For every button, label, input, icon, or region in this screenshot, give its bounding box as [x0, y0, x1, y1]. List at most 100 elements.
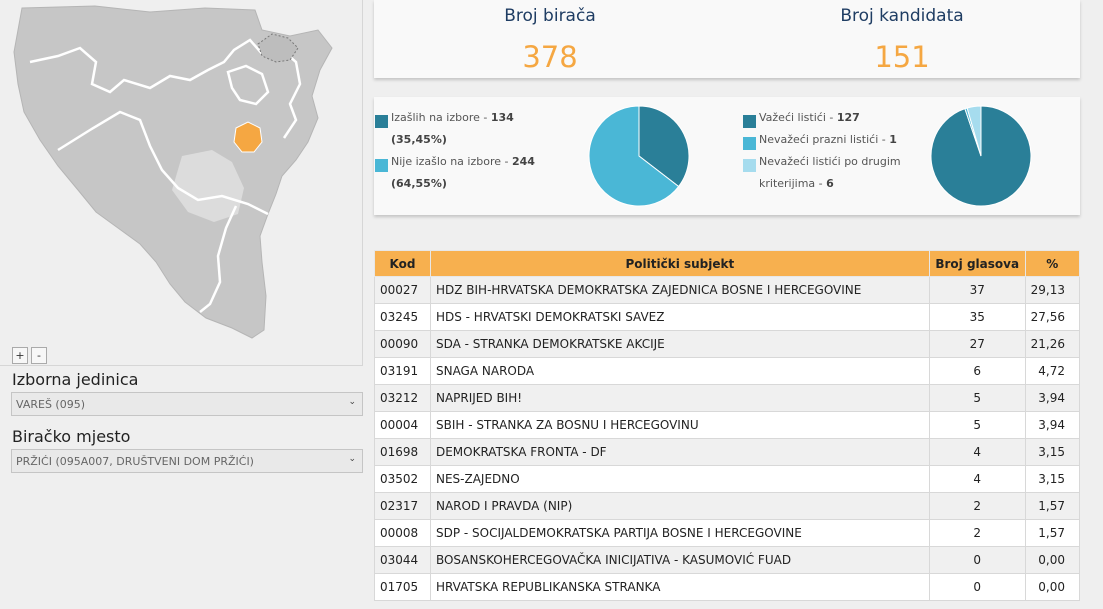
place-select-value: PRŽIĆI (095A007, DRUŠTVENI DOM PRŽIĆI) — [16, 455, 254, 468]
turnout-legend-item: Nije izašlo na izbore - 244 (64,55%) — [375, 151, 545, 195]
ballots-legend: Važeći listići - 127 Nevažeći prazni lis… — [743, 107, 923, 195]
cell-code: 03212 — [374, 384, 431, 412]
unit-select[interactable]: VAREŠ (095) ⌄ — [11, 392, 363, 416]
table-row[interactable]: 03044 BOSANSKOHERCEGOVAČKA INICIJATIVA - … — [374, 546, 1081, 574]
table-row[interactable]: 00090 SDA - STRANKA DEMOKRATSKE AKCIJE 27 2… — [374, 330, 1081, 358]
stats-panel: Broj birača 378 Broj kandidata 151 — [374, 0, 1080, 78]
place-select[interactable]: PRŽIĆI (095A007, DRUŠTVENI DOM PRŽIĆI) ⌄ — [11, 449, 363, 473]
cell-percent: 1,57 — [1024, 492, 1081, 520]
cell-code: 00008 — [374, 519, 431, 547]
legend-swatch — [743, 115, 756, 128]
col-header-votes[interactable]: Broj glasova — [928, 250, 1026, 277]
map-entity-border-4 — [226, 64, 270, 106]
legend-label: Važeći listići - — [759, 111, 837, 124]
cell-percent: 3,94 — [1024, 384, 1081, 412]
cell-percent: 0,00 — [1024, 573, 1081, 601]
cell-party: BOSANSKOHERCEGOVAČKA INICIJATIVA - KASUM… — [429, 546, 930, 574]
cell-code: 00004 — [374, 411, 431, 439]
map-entity-border-3 — [199, 205, 238, 313]
col-header-party[interactable]: Politički subjekt — [429, 250, 930, 277]
zoom-out-button[interactable]: - — [31, 347, 47, 364]
turnout-legend-item: Izašlih na izbore - 134 (35,45%) — [375, 107, 545, 151]
cell-votes: 35 — [928, 303, 1026, 331]
col-header-code[interactable]: Kod — [374, 250, 431, 277]
map-district-border — [257, 33, 299, 63]
legend-pct: (64,55%) — [391, 177, 447, 190]
cell-votes: 37 — [928, 276, 1026, 304]
legend-pct: (35,45%) — [391, 133, 447, 146]
table-row[interactable]: 02317 NAROD I PRAVDA (NIP) 2 1,57 — [374, 492, 1081, 520]
map-entity-border-2 — [57, 110, 269, 216]
ballots-pie-chart — [930, 105, 1032, 207]
legend-swatch — [743, 137, 756, 150]
unit-select-value: VAREŠ (095) — [16, 398, 85, 411]
cell-percent: 4,72 — [1024, 357, 1081, 385]
cell-party: SDA - STRANKA DEMOKRATSKE AKCIJE — [429, 330, 930, 358]
map-faded-region — [172, 150, 244, 222]
table-row[interactable]: 03245 HDS - HRVATSKI DEMOKRATSKI SAVEZ 35 2… — [374, 303, 1081, 331]
map-entity-border — [29, 38, 302, 139]
legend-value: 127 — [836, 111, 860, 124]
zoom-in-button[interactable]: + — [12, 347, 28, 364]
cell-percent: 27,56 — [1024, 303, 1081, 331]
legend-label: Nevažeći prazni listići - — [759, 133, 890, 146]
table-row[interactable]: 03191 SNAGA NARODA 6 4,72 — [374, 357, 1081, 385]
turnout-legend: Izašlih na izbore - 134 (35,45%) Nije iz… — [375, 107, 545, 195]
bih-map[interactable] — [0, 0, 363, 366]
table-row[interactable]: 00008 SDP - SOCIJALDEMOKRATSKA PARTIJA BO… — [374, 519, 1081, 547]
col-header-percent[interactable]: % — [1024, 250, 1081, 277]
cell-percent: 3,15 — [1024, 438, 1081, 466]
table-header-row: Kod Politički subjekt Broj glasova % — [374, 250, 1081, 277]
table-row[interactable]: 01705 HRVATSKA REPUBLIKANSKA STRANKA 0 0,00 — [374, 573, 1081, 601]
cell-votes: 2 — [928, 492, 1026, 520]
pies-panel: Izašlih na izbore - 134 (35,45%) Nije iz… — [374, 97, 1080, 215]
cell-votes: 4 — [928, 438, 1026, 466]
cell-code: 03191 — [374, 357, 431, 385]
candidates-value: 151 — [874, 40, 930, 74]
table-row[interactable]: 01698 DEMOKRATSKA FRONTA - DF 4 3,15 — [374, 438, 1081, 466]
ballots-pie-slice-2[interactable] — [966, 105, 982, 157]
cell-party: DEMOKRATSKA FRONTA - DF — [429, 438, 930, 466]
turnout-pie-slice-1[interactable] — [588, 105, 680, 207]
cell-code: 02317 — [374, 492, 431, 520]
cell-votes: 0 — [928, 546, 1026, 574]
cell-percent: 29,13 — [1024, 276, 1081, 304]
turnout-pie-chart — [588, 105, 690, 207]
table-row[interactable]: 00027 HDZ BIH-HRVATSKA DEMOKRATSKA ZAJEDN… — [374, 276, 1081, 304]
legend-swatch — [743, 159, 756, 172]
legend-value: 6 — [826, 177, 834, 190]
turnout-pie-slice-0[interactable] — [638, 105, 690, 188]
cell-percent: 0,00 — [1024, 546, 1081, 574]
cell-code: 01698 — [374, 438, 431, 466]
cell-code: 01705 — [374, 573, 431, 601]
table-row[interactable]: 03212 NAPRIJED BIH! 5 3,94 — [374, 384, 1081, 412]
cell-party: SNAGA NARODA — [429, 357, 930, 385]
table-row[interactable]: 00004 SBIH - STRANKA ZA BOSNU I HERCEGOVI… — [374, 411, 1081, 439]
legend-value: 1 — [889, 133, 897, 146]
cell-code: 03245 — [374, 303, 431, 331]
cell-percent: 3,15 — [1024, 465, 1081, 493]
legend-label: Izašlih na izbore - — [391, 111, 491, 124]
legend-swatch — [375, 115, 388, 128]
ballots-legend-item: Nevažeći listići po drugim kriterijima -… — [743, 151, 923, 195]
ballots-legend-item: Nevažeći prazni listići - 1 — [743, 129, 923, 151]
cell-code: 00090 — [374, 330, 431, 358]
map-selected-municipality[interactable] — [233, 121, 263, 153]
table-row[interactable]: 03502 NES-ZAJEDNO 4 3,15 — [374, 465, 1081, 493]
cell-percent: 3,94 — [1024, 411, 1081, 439]
map-panel[interactable]: + - — [0, 0, 363, 366]
cell-party: SBIH - STRANKA ZA BOSNU I HERCEGOVINU — [429, 411, 930, 439]
place-label: Biračko mjesto — [12, 427, 131, 446]
cell-votes: 0 — [928, 573, 1026, 601]
cell-code: 03044 — [374, 546, 431, 574]
legend-value: 244 — [511, 155, 535, 168]
chevron-down-icon: ⌄ — [348, 454, 356, 464]
chevron-down-icon: ⌄ — [348, 397, 356, 407]
cell-party: HDS - HRVATSKI DEMOKRATSKI SAVEZ — [429, 303, 930, 331]
legend-label: Nije izašlo na izbore - — [391, 155, 512, 168]
map-land — [13, 5, 333, 339]
results-table: Kod Politički subjekt Broj glasova % 000… — [374, 250, 1081, 601]
cell-code: 00027 — [374, 276, 431, 304]
voters-stat: Broj birača 378 — [400, 6, 700, 74]
legend-value: 134 — [490, 111, 514, 124]
